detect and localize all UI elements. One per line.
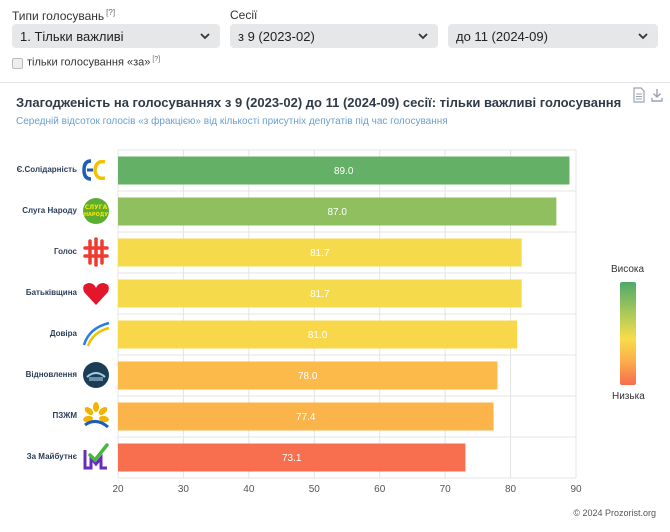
bar[interactable]	[118, 443, 466, 472]
bar-value-label: 73.1	[282, 453, 302, 464]
chevron-down-icon	[638, 33, 648, 40]
bar-value-label: 87.0	[327, 207, 347, 218]
category-label: Батьківщина	[25, 288, 77, 297]
vote-types-label: Типи голосувань [?]	[12, 8, 116, 23]
bar-value-label: 78.0	[298, 371, 318, 382]
bar-value-label: 89.0	[334, 166, 354, 177]
x-tick-label: 20	[112, 484, 124, 495]
vote-types-help[interactable]: [?]	[106, 8, 116, 17]
session-from-value: з 9 (2023-02)	[238, 29, 315, 44]
x-tick-label: 60	[374, 484, 386, 495]
bar-value-label: 81.0	[308, 330, 328, 341]
party-logo-icon	[82, 159, 106, 181]
bar[interactable]	[118, 238, 522, 267]
bar-value-label: 81.7	[310, 248, 330, 259]
svg-text:НАРОДУ: НАРОДУ	[84, 212, 108, 218]
x-tick-label: 30	[178, 484, 190, 495]
category-label: За Майбутнє	[26, 452, 77, 461]
bar[interactable]	[118, 156, 570, 185]
chevron-down-icon	[200, 33, 210, 40]
session-to-value: до 11 (2024-09)	[456, 29, 548, 44]
document-icon[interactable]	[632, 87, 646, 103]
sessions-label: Сесії	[230, 8, 258, 22]
category-label: Довіра	[49, 329, 77, 338]
party-logo-icon	[83, 283, 109, 305]
bar-value-label: 81.7	[310, 289, 330, 300]
only-for-checkbox[interactable]	[12, 58, 23, 69]
x-tick-label: 70	[440, 484, 452, 495]
category-label: Відновлення	[25, 370, 77, 379]
category-label: Є.Солідарність	[16, 165, 77, 174]
chart-subtitle: Середній відсоток голосів «з фракцією» в…	[16, 116, 448, 127]
download-icon[interactable]	[650, 87, 664, 103]
vote-types-select[interactable]: 1. Тільки важливі	[12, 24, 220, 48]
category-label: Слуга Народу	[22, 206, 77, 215]
party-logo-icon: СЛУГА НАРОДУ	[83, 198, 109, 224]
filters-panel: Типи голосувань [?] 1. Тільки важливі Сес…	[0, 0, 670, 90]
bar-value-label: 77.4	[296, 412, 316, 423]
party-logo-icon	[83, 443, 109, 470]
x-tick-label: 80	[505, 484, 517, 495]
party-logo-icon	[83, 362, 109, 388]
x-tick-label: 50	[309, 484, 321, 495]
divider	[0, 82, 670, 83]
bar[interactable]	[118, 320, 518, 349]
x-tick-label: 90	[570, 484, 582, 495]
session-to-select[interactable]: до 11 (2024-09)	[448, 24, 658, 48]
credit-text: © 2024 Prozorist.org	[573, 508, 656, 518]
chevron-down-icon	[418, 33, 428, 40]
party-logo-icon	[83, 402, 109, 429]
bar[interactable]	[118, 361, 498, 390]
svg-text:СЛУГА: СЛУГА	[85, 204, 108, 211]
bar[interactable]	[118, 402, 494, 431]
vote-types-value: 1. Тільки важливі	[20, 29, 124, 44]
x-tick-label: 40	[243, 484, 255, 495]
only-for-label: тільки голосування «за» [?]	[27, 56, 161, 69]
legend-low-label: Низька	[612, 391, 645, 402]
only-for-help[interactable]: [?]	[152, 56, 161, 63]
party-logo-icon	[82, 321, 110, 347]
session-from-select[interactable]: з 9 (2023-02)	[230, 24, 438, 48]
legend-high-label: Висока	[611, 264, 645, 275]
color-scale-legend	[620, 282, 636, 385]
category-label: ПЗЖМ	[52, 411, 77, 420]
chart-title: Злагодженість на голосуваннях з 9 (2023-…	[16, 95, 622, 110]
bar[interactable]	[118, 197, 557, 226]
category-label: Голос	[53, 247, 77, 256]
bar[interactable]	[118, 279, 522, 308]
party-logo-icon	[83, 237, 109, 267]
